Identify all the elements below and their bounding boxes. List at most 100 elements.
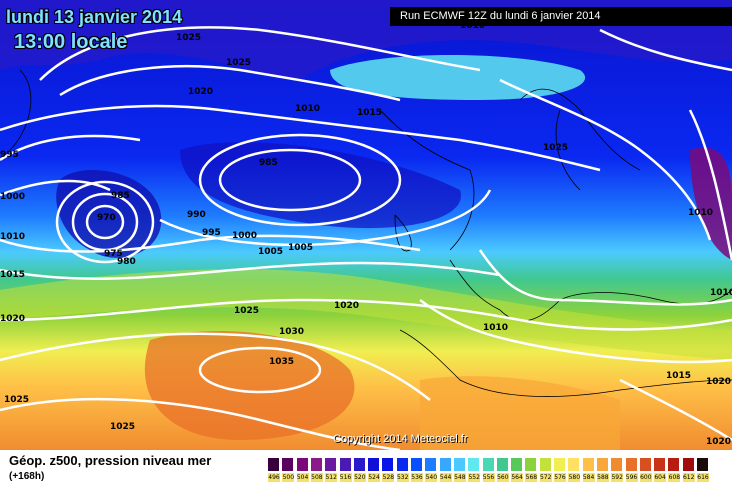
- isobar-label: 1025: [4, 395, 29, 405]
- isobar-label: 1010: [0, 232, 25, 242]
- africa-warm-area: [420, 376, 620, 450]
- isobar-label: 1020: [0, 314, 25, 324]
- geopotential-map: 1025 1025 1020 1010 1015 1025 995 1000 1…: [0, 0, 732, 450]
- parameter-title: Géop. z500, pression niveau mer: [9, 453, 212, 468]
- scale-swatch: [511, 458, 524, 471]
- model-run-banner: Run ECMWF 12Z du lundi 6 janvier 2014: [390, 7, 732, 26]
- scale-label: 504: [296, 473, 309, 482]
- scale-swatch: [396, 458, 409, 471]
- scale-label: 616: [697, 473, 709, 482]
- scale-swatch: [453, 458, 466, 471]
- scale-label: 612: [682, 473, 695, 482]
- isobar-labels: 1025 1025 1020 1010 1015 1025 995 1000 1…: [0, 21, 732, 447]
- scale-label: 548: [453, 473, 466, 482]
- scale-label: 516: [339, 473, 352, 482]
- scale-swatch: [525, 458, 538, 471]
- color-scale: 496 500 504 508 512 516 520 524 528 532 536 540 544 5…: [268, 458, 712, 484]
- scale-label: 556: [482, 473, 495, 482]
- isobar-label: 1020: [706, 437, 731, 447]
- isobar-label: 1025: [110, 422, 135, 432]
- scale-swatch: [439, 458, 452, 471]
- purple-low-east: [690, 147, 732, 260]
- scale-swatch: [339, 458, 352, 471]
- isobar-label: 1015: [357, 108, 382, 118]
- isobar-label: 1020: [334, 301, 359, 311]
- scale-label: 568: [525, 473, 538, 482]
- isobar-label: 1030: [279, 327, 304, 337]
- scale-swatch: [296, 458, 309, 471]
- isobar-label: 1010: [295, 104, 320, 114]
- isobar-label: 985: [111, 191, 130, 201]
- scale-label: 592: [611, 473, 624, 482]
- scale-swatch: [582, 458, 595, 471]
- scale-label: 596: [625, 473, 638, 482]
- isobar-label: 1025: [543, 143, 568, 153]
- lead-time: (+168h): [9, 471, 45, 482]
- legend-footer: [0, 450, 732, 488]
- scale-label: 524: [368, 473, 381, 482]
- isobar-label: 1015: [0, 270, 25, 280]
- isobar-label: 1000: [232, 231, 257, 241]
- isobar-lines: [0, 26, 732, 450]
- scale-swatch: [682, 458, 695, 471]
- scale-swatch: [353, 458, 366, 471]
- isobar-label: 1035: [269, 357, 294, 367]
- scale-swatch: [554, 458, 566, 471]
- scale-swatch: [625, 458, 638, 471]
- scale-swatch: [496, 458, 509, 471]
- scale-label: 600: [639, 473, 652, 482]
- scale-swatch: [282, 458, 295, 471]
- scale-label: 528: [382, 473, 395, 482]
- scale-swatch: [425, 458, 438, 471]
- isobar-label: 1005: [258, 247, 283, 257]
- scale-label: 508: [310, 473, 323, 482]
- isobar-label: 980: [117, 257, 136, 267]
- isobar-label: 1020: [188, 87, 213, 97]
- isobar-label: 1015: [666, 371, 691, 381]
- isobar-label: 1005: [288, 243, 313, 253]
- scale-swatch: [411, 458, 423, 471]
- scale-swatch: [568, 458, 581, 471]
- yellow-green-band: [0, 269, 732, 360]
- scale-label: 552: [468, 473, 481, 482]
- isobar-label: 975: [104, 249, 123, 259]
- isobar-label: 1000: [0, 192, 25, 202]
- isobar-label: 995: [202, 228, 221, 238]
- scale-swatch: [325, 458, 338, 471]
- isobar-label: 995: [0, 150, 19, 160]
- isobar-label: 985: [259, 158, 278, 168]
- isobar-label: 1010: [460, 21, 485, 31]
- scale-swatch: [639, 458, 652, 471]
- scale-label: 580: [568, 473, 581, 482]
- scale-label: 520: [353, 473, 366, 482]
- isobar-label: 1010: [688, 208, 713, 218]
- scale-swatch: [611, 458, 624, 471]
- isobar-label: 990: [187, 210, 206, 220]
- forecast-time: 13:00 locale: [14, 31, 128, 53]
- scale-label: 544: [439, 473, 452, 482]
- scale-label: 584: [582, 473, 595, 482]
- scale-label: 536: [411, 473, 423, 482]
- scale-label: 576: [554, 473, 566, 482]
- forecast-date: lundi 13 janvier 2014: [6, 7, 183, 27]
- scale-label: 608: [668, 473, 681, 482]
- scale-label: 572: [539, 473, 552, 482]
- scale-label: 540: [425, 473, 438, 482]
- isobar-label: 970: [97, 213, 116, 223]
- scale-swatch: [310, 458, 323, 471]
- scale-swatch: [268, 458, 280, 471]
- low-central-atlantic: [180, 142, 461, 229]
- scale-label: 604: [654, 473, 667, 482]
- copyright-notice: Copyright 2014 Meteociel.fr: [333, 433, 468, 445]
- scale-label: 564: [511, 473, 524, 482]
- scale-swatch: [468, 458, 481, 471]
- isobar-label: 1020: [706, 377, 731, 387]
- isobar-label: 1025: [176, 33, 201, 43]
- azores-high-core: [144, 331, 355, 440]
- isobar-label: 1010: [483, 323, 508, 333]
- scale-swatch: [539, 458, 552, 471]
- scale-swatch: [482, 458, 495, 471]
- scale-label: 500: [282, 473, 295, 482]
- scale-label: 512: [325, 473, 338, 482]
